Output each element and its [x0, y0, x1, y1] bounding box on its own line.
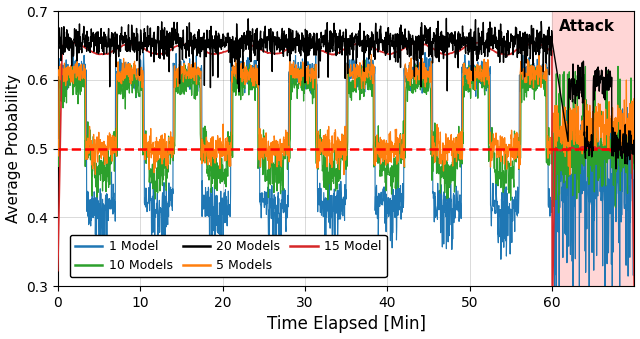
Y-axis label: Average Probability: Average Probability — [6, 74, 20, 223]
Legend: 1 Model, 10 Models, 20 Models, 5 Models, 15 Model: 1 Model, 10 Models, 20 Models, 5 Models,… — [70, 235, 387, 277]
X-axis label: Time Elapsed [Min]: Time Elapsed [Min] — [267, 316, 426, 334]
Bar — [552, 11, 634, 286]
Text: Attack: Attack — [559, 19, 614, 34]
